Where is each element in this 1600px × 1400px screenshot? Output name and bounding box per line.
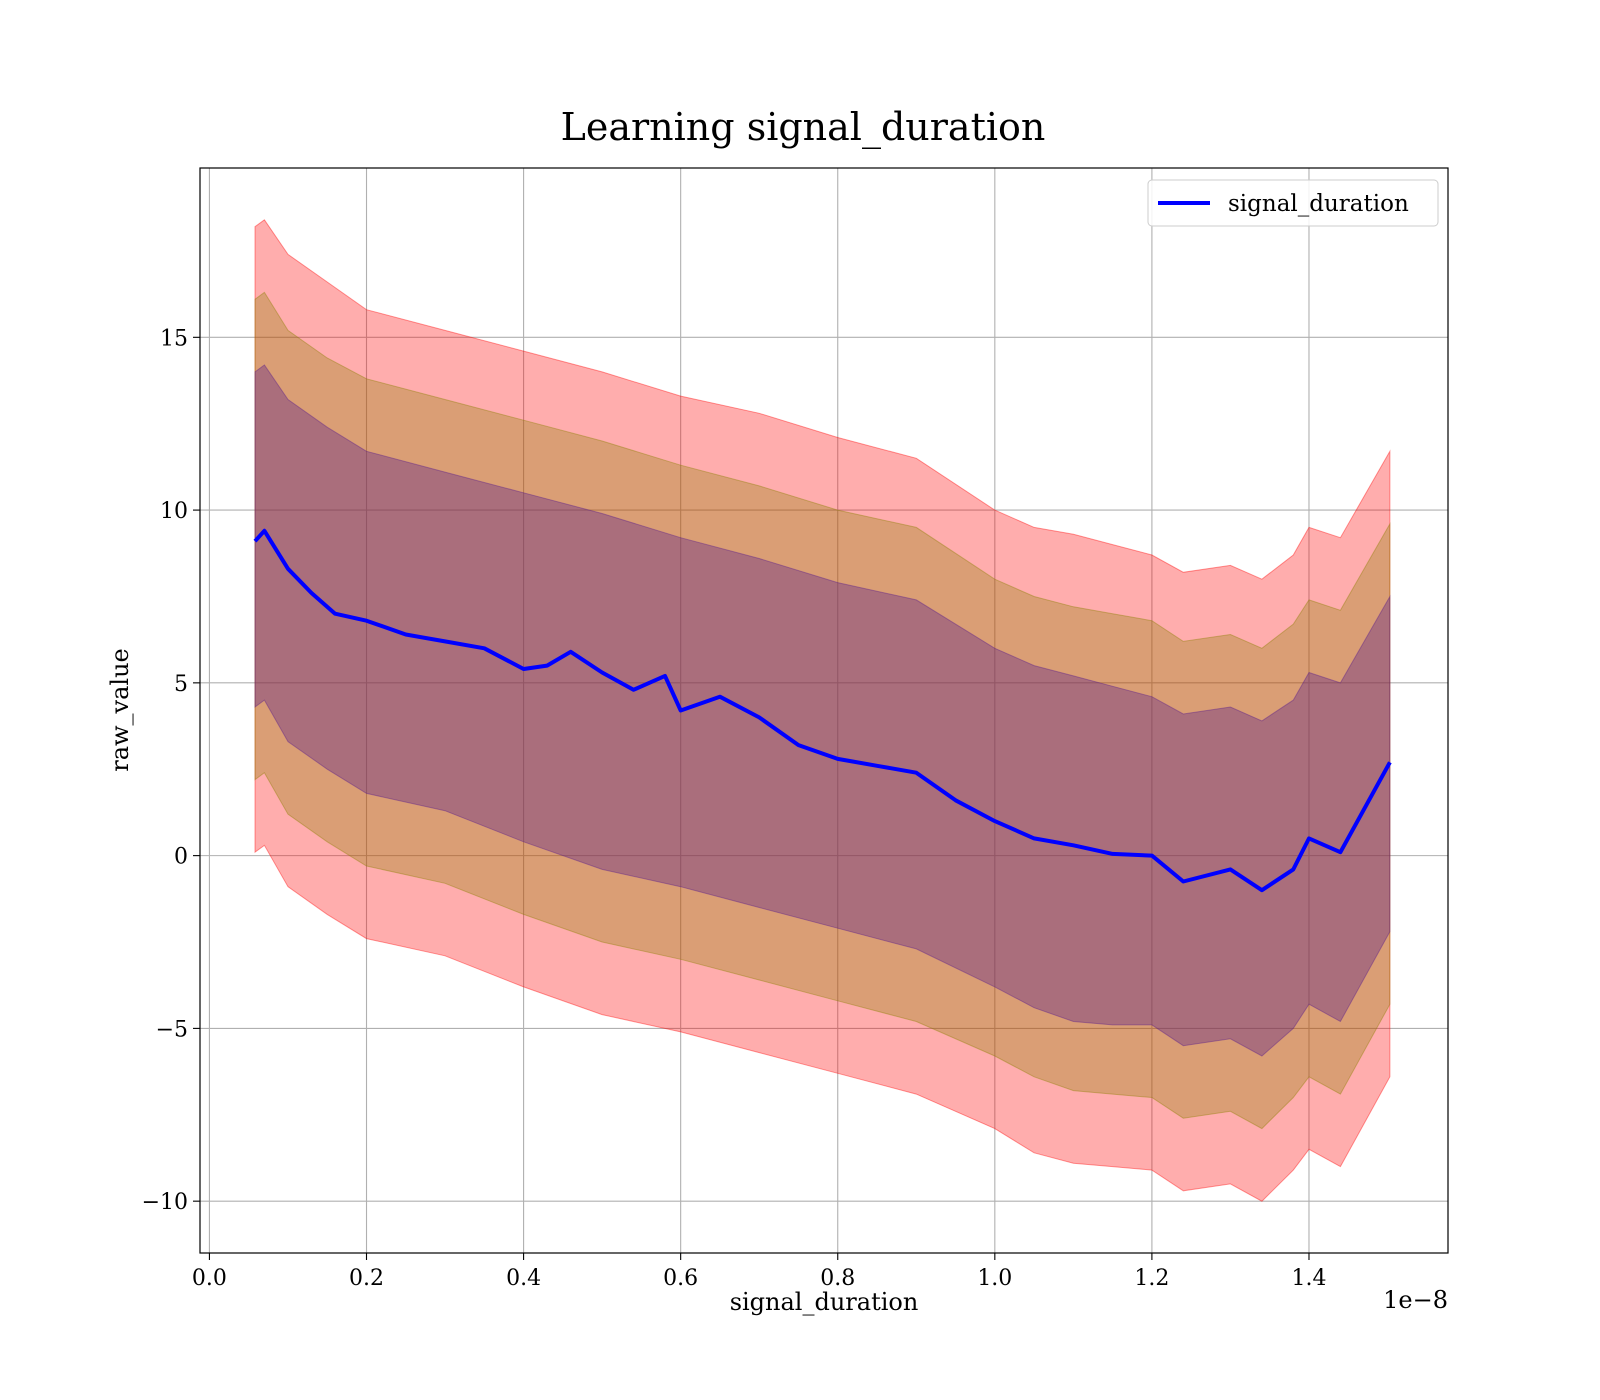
x-axis-ticks: 0.0 0.2 0.4 0.6 0.8 1.0 1.2 1.4 [192, 1253, 1326, 1291]
plot-area [200, 168, 1448, 1253]
x-tick-label: 0.2 [349, 1266, 384, 1291]
inner-band [254, 364, 1391, 1057]
y-tick-label: −5 [156, 1017, 188, 1042]
middle-band [254, 291, 1391, 1130]
x-tick-label: 0.4 [506, 1266, 541, 1291]
chart-title: Learning signal_duration [561, 105, 1046, 150]
y-axis-ticks: −10 −5 0 5 10 15 [142, 326, 200, 1215]
y-tick-label: 10 [160, 499, 188, 524]
x-axis-scale-label: 1e−8 [1383, 1286, 1448, 1314]
legend-box [1147, 179, 1439, 227]
series-line-layer [253, 528, 1392, 893]
y-axis-label: raw_value [106, 648, 134, 772]
series-line-signal-duration [253, 528, 1392, 893]
uncertainty-bands [254, 219, 1391, 1202]
y-tick-label: 15 [160, 326, 188, 351]
grid-lines [200, 168, 1448, 1253]
y-tick-label: 5 [174, 672, 188, 697]
x-tick-label: 0.8 [820, 1266, 855, 1291]
x-tick-label: 0.0 [192, 1266, 227, 1291]
y-tick-label: −10 [142, 1190, 188, 1215]
x-tick-label: 0.6 [663, 1266, 698, 1291]
x-tick-label: 1.0 [977, 1266, 1012, 1291]
y-tick-label: 0 [174, 845, 188, 870]
x-tick-label: 1.4 [1291, 1266, 1326, 1291]
outer-band [254, 219, 1391, 1202]
plot-frame [199, 167, 1449, 1254]
legend: signal_duration [1147, 179, 1439, 227]
x-tick-label: 1.2 [1134, 1266, 1169, 1291]
x-axis-label: signal_duration [730, 1288, 919, 1316]
legend-label-signal-duration: signal_duration [1228, 191, 1409, 217]
